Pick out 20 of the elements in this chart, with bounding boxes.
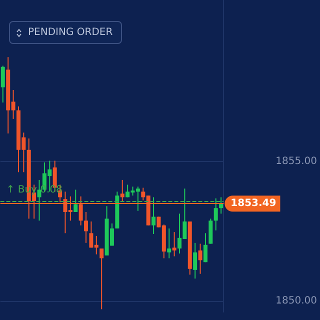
candlestick bbox=[203, 232, 208, 263]
y-tick-label: 1855.00 bbox=[276, 156, 318, 168]
candlestick bbox=[78, 196, 83, 226]
candlestick bbox=[74, 189, 78, 212]
candlestick bbox=[219, 196, 224, 214]
candlestick bbox=[37, 179, 42, 222]
candlestick bbox=[214, 198, 218, 231]
candlestick bbox=[208, 218, 213, 244]
candlestick bbox=[0, 65, 5, 104]
candlestick bbox=[84, 211, 88, 244]
candlestick bbox=[100, 248, 104, 310]
candlestick bbox=[198, 243, 202, 274]
candlestick bbox=[120, 179, 124, 202]
candlestick bbox=[152, 196, 156, 234]
candlestick bbox=[167, 228, 172, 259]
candlestick bbox=[172, 232, 176, 257]
y-tick-label: 1850.00 bbox=[276, 295, 318, 306]
annotation: PENDING ORDER bbox=[28, 27, 113, 38]
ref-line-label: 1853.49 bbox=[230, 198, 276, 210]
candlestick bbox=[193, 242, 198, 280]
